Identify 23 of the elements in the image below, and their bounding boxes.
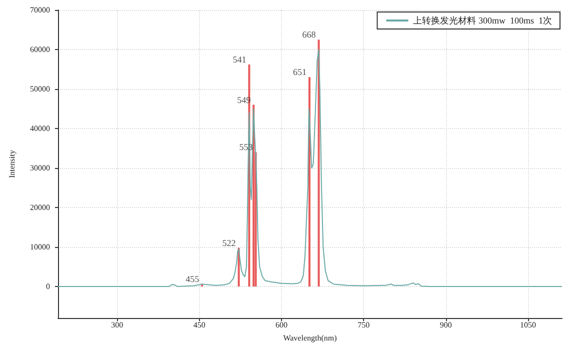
x-tick-label: 300 — [111, 320, 124, 330]
y-tick-label: 10000 — [30, 242, 50, 252]
line-series — [58, 49, 562, 287]
x-tick-label: 1050 — [520, 320, 536, 330]
y-tick-label: 70000 — [30, 6, 50, 14]
y-tick-label: 30000 — [30, 164, 50, 172]
annotation: 522 — [222, 238, 236, 248]
y-tick-label: 50000 — [30, 84, 50, 94]
y-axis-title: Intensity — [8, 150, 16, 178]
x-axis-title: Wavelength(nm) — [283, 334, 338, 342]
annotation: 651 — [292, 67, 306, 78]
annotation: 541 — [232, 54, 246, 65]
annotation: 455 — [186, 274, 200, 284]
x-tick-label: 750 — [358, 320, 370, 330]
annotation: 668 — [302, 30, 316, 40]
y-tick-label: 20000 — [30, 203, 50, 212]
x-tick-label: 450 — [193, 320, 206, 330]
x-tick-label: 600 — [276, 320, 288, 330]
x-tick-label: 900 — [440, 320, 452, 330]
y-tick-label: 60000 — [30, 45, 50, 54]
y-tick-label: 40000 — [30, 124, 50, 133]
y-tick-label: 0 — [46, 282, 50, 291]
legend-label: 上转换发光材料 300mw 100ms 1次 — [413, 16, 552, 26]
